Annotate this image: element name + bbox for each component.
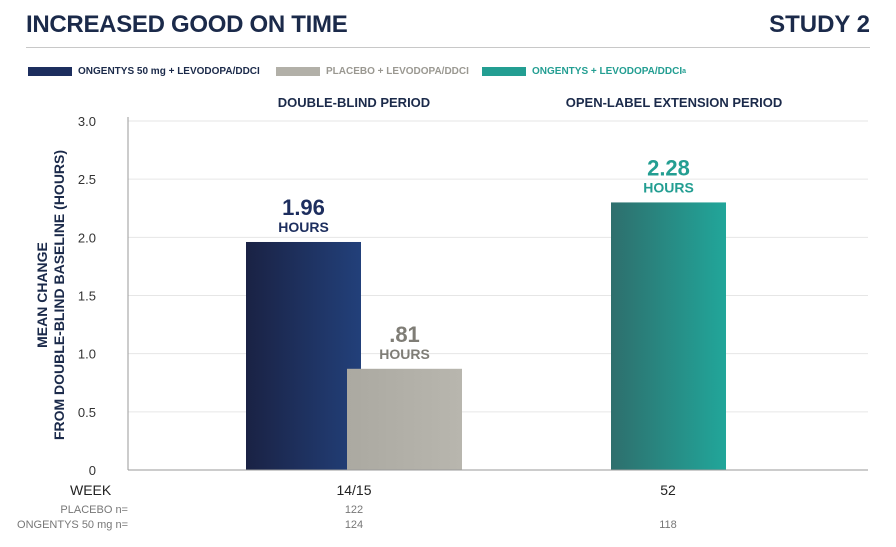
n-value: 124 — [345, 519, 363, 531]
y-tick-label: 0 — [89, 463, 96, 478]
legend-label-ole: ONGENTYS + LEVODOPA/DDCI — [532, 65, 683, 77]
legend-swatch-ongentys — [28, 66, 72, 76]
data-unit-ole: HOURS — [643, 179, 694, 195]
page-title: INCREASED GOOD ON TIME — [26, 11, 348, 38]
legend-item-placebo: PLACEBO + LEVODOPA/DDCI — [276, 64, 469, 78]
legend-item-ongentys: ONGENTYS 50 mg + LEVODOPA/DDCI — [28, 64, 260, 78]
y-tick-label: 3.0 — [78, 114, 96, 129]
legend-swatch-ole — [482, 66, 526, 76]
legend-label-ongentys: ONGENTYS 50 mg + LEVODOPA/DDCI — [78, 65, 260, 77]
data-label-placebo: .81 — [389, 322, 420, 347]
x-axis-label: WEEK — [70, 482, 112, 498]
y-tick-label: 2.5 — [78, 172, 96, 187]
legend-sup-ole: a — [682, 67, 687, 75]
header-divider — [26, 47, 870, 48]
data-label-ole: 2.28 — [647, 155, 690, 180]
x-tick-label: 14/15 — [336, 482, 371, 498]
data-unit-placebo: HOURS — [379, 346, 430, 362]
period-label-open-label: OPEN-LABEL EXTENSION PERIOD — [565, 95, 783, 110]
bar-ongentys-ole-week-52 — [611, 202, 726, 470]
y-tick-label: 1.5 — [78, 289, 96, 304]
data-unit-ongentys: HOURS — [278, 219, 329, 235]
n-value: 118 — [659, 519, 677, 531]
bar-placebo-week-14-15 — [347, 368, 462, 470]
n-value: 122 — [345, 504, 363, 516]
period-label-double-blind: DOUBLE-BLIND PERIOD — [277, 95, 431, 110]
y-tick-label: 1.0 — [78, 347, 96, 362]
n-row-label: ONGENTYS 50 mg n= — [17, 519, 128, 531]
x-tick-label: 52 — [660, 482, 676, 498]
y-tick-label: 2.0 — [78, 230, 96, 245]
y-tick-label: 0.5 — [78, 405, 96, 420]
legend-swatch-placebo — [276, 66, 320, 76]
bar-ongentys-week-14-15 — [246, 241, 361, 470]
data-label-ongentys: 1.96 — [282, 195, 325, 220]
n-row-label: PLACEBO n= — [60, 504, 128, 516]
legend-label-placebo: PLACEBO + LEVODOPA/DDCI — [326, 65, 469, 77]
legend-item-ole: ONGENTYS + LEVODOPA/DDCI a — [482, 64, 686, 78]
study-label: STUDY 2 — [769, 11, 870, 38]
